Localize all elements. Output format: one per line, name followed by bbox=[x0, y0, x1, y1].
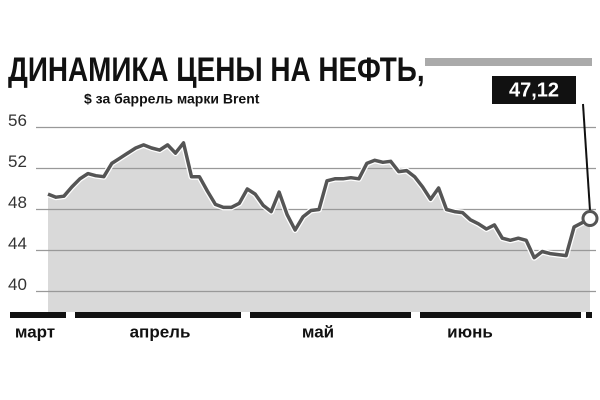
plot bbox=[36, 103, 599, 312]
y-tick-label: 52 bbox=[8, 152, 27, 171]
y-tick-label: 48 bbox=[8, 193, 27, 212]
annotation: 47,12 bbox=[509, 79, 559, 101]
chart-subtitle: $ за баррель марки Brent bbox=[84, 91, 260, 107]
area bbox=[48, 142, 590, 312]
x-tick-label: апрель bbox=[130, 322, 191, 341]
annotation-box bbox=[492, 76, 576, 104]
y-tick-label: 56 bbox=[8, 111, 27, 130]
decor-bar bbox=[425, 58, 592, 66]
x-tick-label: май bbox=[302, 322, 334, 341]
x-tick-label: март bbox=[15, 322, 55, 341]
y-tick-label: 40 bbox=[8, 275, 27, 294]
month-axis bbox=[10, 312, 592, 318]
last-point bbox=[581, 210, 599, 228]
annotation-leader bbox=[582, 103, 591, 211]
line bbox=[47, 141, 591, 260]
x-tick-label: июнь bbox=[447, 322, 493, 341]
chart-title: ДИНАМИКА ЦЕНЫ НА НЕФТЬ, bbox=[8, 50, 425, 88]
y-tick-label: 44 bbox=[8, 234, 27, 253]
